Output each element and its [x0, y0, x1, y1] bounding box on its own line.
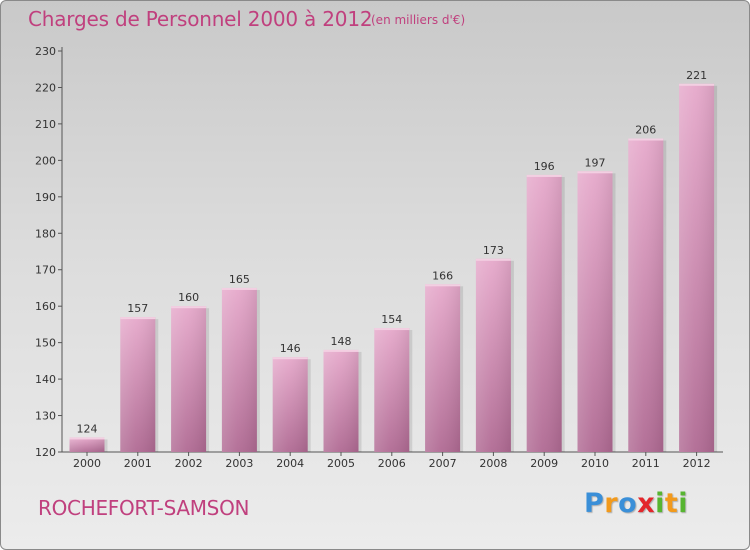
bar-2008 [475, 258, 514, 452]
bar-value-label: 160 [178, 291, 199, 304]
bar-value-label: 157 [127, 302, 148, 315]
bar-shine [221, 287, 257, 452]
logo-letter: P [584, 488, 605, 519]
bar-2005 [323, 349, 362, 452]
y-tick-label: 120 [35, 446, 56, 459]
bar-top-highlight [679, 83, 715, 86]
x-tick-label: 2003 [225, 457, 253, 470]
bar-shine [577, 171, 613, 453]
y-tick-label: 200 [35, 154, 56, 167]
bar-shine [425, 284, 461, 452]
bar-shine [323, 349, 359, 452]
y-tick-label: 190 [35, 191, 56, 204]
bar-2001 [120, 317, 159, 452]
x-tick-label: 2007 [429, 457, 457, 470]
logo-letter: o [618, 488, 638, 519]
bar-2012 [679, 83, 718, 453]
commune-name: ROCHEFORT-SAMSON [38, 496, 250, 520]
bar-top-highlight [171, 306, 207, 309]
bar-2011 [628, 138, 667, 452]
bar-value-label: 124 [77, 422, 98, 435]
logo-letter: i [655, 488, 665, 519]
proxiti-logo: Proxiti [584, 488, 688, 519]
bar-shine [171, 306, 207, 452]
bar-top-highlight [475, 258, 511, 261]
logo-letter: t [664, 488, 679, 519]
x-tick-label: 2009 [530, 457, 558, 470]
logo-letter: x [637, 488, 656, 519]
x-tick-label: 2010 [581, 457, 609, 470]
x-tick-label: 2012 [683, 457, 711, 470]
y-tick-label: 160 [35, 300, 56, 313]
y-tick-label: 150 [35, 337, 56, 350]
bar-shine [679, 83, 715, 453]
bar-top-highlight [69, 437, 105, 440]
bar-value-label: 196 [534, 160, 555, 173]
bar-2007 [425, 284, 464, 452]
chart-title: Charges de Personnel 2000 à 2012 [28, 7, 373, 31]
bar-top-highlight [526, 174, 562, 177]
y-tick-label: 130 [35, 410, 56, 423]
bar-2000 [69, 437, 108, 452]
bar-top-highlight [374, 328, 410, 331]
y-tick-label: 210 [35, 118, 56, 131]
bars [69, 83, 718, 453]
axes: 120 130 140 150 160 170 180 190 200 210 220 230 2000… [35, 45, 723, 470]
logo-letter: r [604, 488, 619, 519]
bar-value-label: 173 [483, 244, 504, 257]
bar-2003 [221, 287, 260, 452]
bar-top-highlight [221, 287, 257, 290]
bar-value-label: 206 [635, 123, 656, 136]
bar-value-label: 197 [585, 156, 606, 169]
y-tick-label: 170 [35, 264, 56, 277]
bar-top-highlight [323, 349, 359, 352]
bar-shine [475, 258, 511, 452]
bar-value-label: 166 [432, 269, 453, 282]
x-tick-label: 2004 [276, 457, 304, 470]
bar-value-label: 165 [229, 273, 250, 286]
bar-shine [374, 328, 410, 452]
bar-2006 [374, 328, 413, 452]
y-tick-label: 220 [35, 81, 56, 94]
bar-top-highlight [120, 317, 156, 320]
bar-shine [526, 174, 562, 453]
bar-2004 [272, 357, 311, 452]
bar-2009 [526, 174, 565, 453]
x-tick-label: 2001 [124, 457, 152, 470]
bar-shine [69, 437, 105, 452]
x-tick-label: 2000 [73, 457, 101, 470]
bar-shine [120, 317, 156, 452]
bar-value-label: 154 [381, 313, 402, 326]
chart-subtitle: (en milliers d'€) [371, 13, 466, 27]
bar-value-label: 148 [331, 335, 352, 348]
bar-value-label: 146 [280, 342, 301, 355]
bar-shine [272, 357, 308, 452]
y-tick-label: 140 [35, 373, 56, 386]
x-tick-label: 2006 [378, 457, 406, 470]
x-tick-label: 2005 [327, 457, 355, 470]
x-tick-label: 2002 [175, 457, 203, 470]
bar-value-label: 221 [686, 69, 707, 82]
bar-2010 [577, 171, 616, 453]
bar-shine [628, 138, 664, 452]
y-tick-label: 180 [35, 227, 56, 240]
y-tick-label: 230 [35, 45, 56, 58]
bar-top-highlight [628, 138, 664, 141]
x-tick-label: 2008 [479, 457, 507, 470]
bar-top-highlight [577, 171, 613, 174]
labels: 124 157 160 165 146 148 154 166 173 196 197 206 221 [77, 69, 708, 436]
bar-top-highlight [425, 284, 461, 287]
x-tick-label: 2011 [632, 457, 660, 470]
logo-letter: i [678, 488, 689, 519]
bar-top-highlight [272, 357, 308, 360]
bar-2002 [171, 306, 210, 452]
